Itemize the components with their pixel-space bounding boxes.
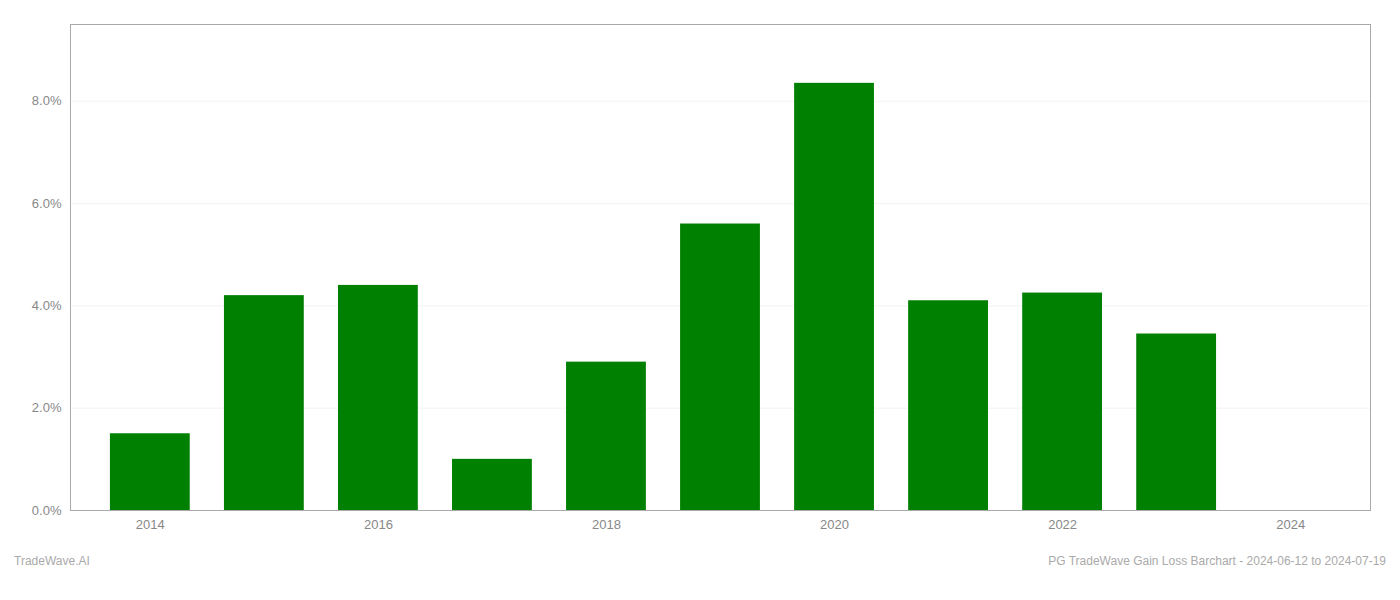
svg-text:8.0%: 8.0% <box>32 93 62 108</box>
svg-text:2014: 2014 <box>136 517 165 532</box>
svg-text:4.0%: 4.0% <box>32 298 62 313</box>
html-text:TradeWave.AI: TradeWave.AI <box>14 554 90 568</box>
svg-text:2.0%: 2.0% <box>32 400 62 415</box>
svg-text:6.0%: 6.0% <box>32 196 62 211</box>
svg-text:2018: 2018 <box>592 517 621 532</box>
html-text:PG TradeWave Gain Loss Barchar: PG TradeWave Gain Loss Barchart - 2024-0… <box>1048 554 1386 568</box>
svg-text:2016: 2016 <box>364 517 393 532</box>
svg-text:2024: 2024 <box>1276 517 1305 532</box>
svg-text:2022: 2022 <box>1048 517 1077 532</box>
svg-text:2020: 2020 <box>820 517 849 532</box>
svg-text:0.0%: 0.0% <box>32 503 62 518</box>
